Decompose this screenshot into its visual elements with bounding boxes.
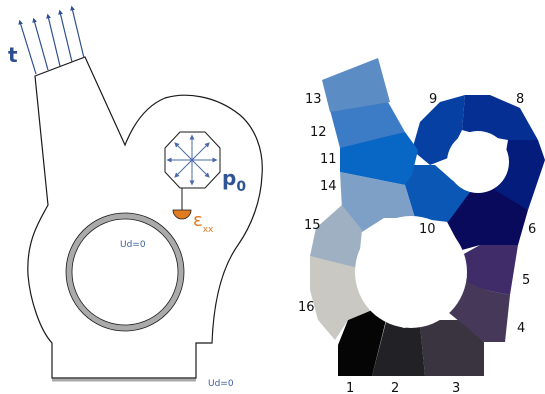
- large-hole: [355, 216, 467, 328]
- region-3: [420, 320, 484, 376]
- region-14: [340, 172, 415, 232]
- region-label-8: 8: [516, 92, 524, 107]
- region-label-9: 9: [429, 92, 437, 107]
- traction-label: t: [8, 43, 18, 67]
- region-label-5: 5: [522, 273, 530, 288]
- region-label-4: 4: [517, 321, 525, 336]
- region-label-6: 6: [528, 222, 536, 237]
- strain-gauge-sensor: [172, 209, 192, 220]
- region-label-14: 14: [320, 179, 337, 194]
- region-5: [462, 245, 518, 295]
- region-label-13: 13: [305, 92, 322, 107]
- small-hole: [447, 131, 509, 193]
- traction-arrow: [18, 19, 37, 75]
- region-label-3: 3: [452, 381, 460, 394]
- region-11: [340, 132, 418, 185]
- region-label-15: 15: [304, 218, 321, 233]
- region-8: [462, 95, 538, 140]
- region-10: [405, 165, 470, 222]
- base-bc-label: Ud=0: [208, 379, 234, 389]
- region-2: [372, 322, 425, 376]
- region-label-11: 11: [320, 152, 337, 167]
- region-label-1: 1: [346, 381, 354, 394]
- hole-outline-inner: [71, 218, 179, 326]
- pressure-octagon: [164, 131, 221, 189]
- region-6: [445, 185, 528, 250]
- region-13: [322, 58, 390, 112]
- hole-outline-outer: [65, 212, 185, 332]
- hole-bc-label: Ud=0: [120, 240, 146, 250]
- right-diagram: [310, 58, 545, 376]
- region-1: [338, 310, 386, 376]
- pressure-arrows: [166, 134, 218, 186]
- traction-arrow: [70, 5, 85, 59]
- pressure-label: p0: [222, 166, 246, 195]
- traction-arrow: [32, 17, 49, 71]
- region-labels: 1 2 3 4 5 6 7 8 9 10 11 12 13 14 15 16: [298, 92, 536, 394]
- region-label-12: 12: [310, 125, 327, 140]
- region-4: [448, 275, 510, 342]
- region-label-10: 10: [419, 222, 436, 237]
- traction-arrow: [58, 9, 73, 63]
- region-12: [330, 102, 405, 148]
- traction-arrow: [46, 13, 61, 67]
- body-outline: [27, 56, 263, 379]
- region-15: [310, 205, 362, 270]
- traction-arrows: [18, 5, 85, 75]
- left-diagram: t p0 εxx Ud=0 Ud=0: [8, 5, 263, 389]
- region-label-2: 2: [391, 381, 399, 394]
- strain-label: εxx: [193, 210, 214, 235]
- region-label-16: 16: [298, 300, 315, 315]
- hole-fixed-border: [66, 213, 184, 331]
